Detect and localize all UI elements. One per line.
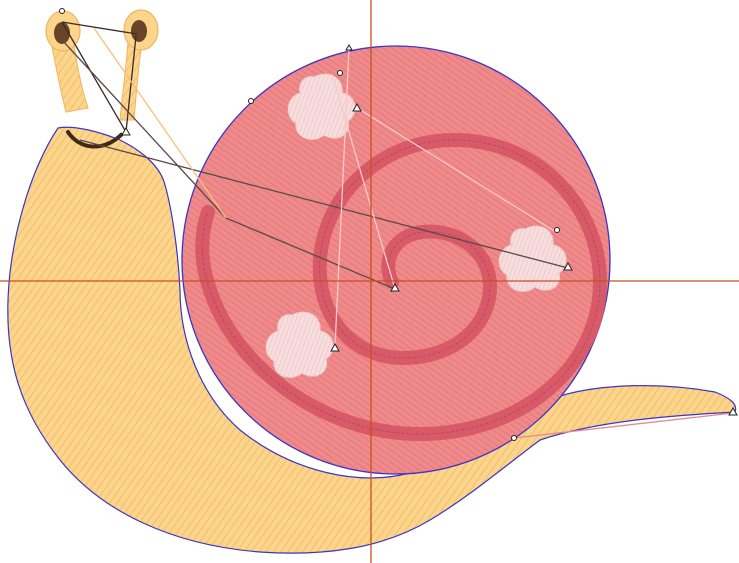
circle-node-icon[interactable]: [59, 8, 65, 14]
snail-smile[interactable]: [66, 130, 124, 149]
triangle-node-icon[interactable]: [330, 342, 340, 352]
snail-body-shape[interactable]: [7, 126, 737, 554]
triangle-node-icon[interactable]: [352, 102, 362, 112]
triangle-node-icon[interactable]: [728, 406, 738, 416]
shell-spot-top[interactable]: [287, 73, 356, 140]
left-eye-pupil: [54, 22, 70, 44]
circle-node-icon[interactable]: [248, 98, 254, 104]
circle-node-icon[interactable]: [554, 227, 560, 233]
right-eye-pupil: [131, 20, 147, 42]
snail-body[interactable]: [7, 126, 737, 554]
path-nodes[interactable]: [59, 8, 738, 441]
left-antenna[interactable]: [45, 10, 89, 113]
circle-node-icon[interactable]: [337, 70, 343, 76]
circle-node-icon[interactable]: [511, 435, 517, 441]
triangle-node-icon[interactable]: [390, 282, 400, 292]
triangle-node-icon[interactable]: [121, 126, 131, 136]
shell-spot-bottom[interactable]: [265, 311, 334, 378]
stitch-travel-lines: [61, 21, 734, 439]
triangle-node-icon[interactable]: [563, 261, 573, 271]
triangle-node-icon[interactable]: [345, 44, 353, 51]
right-antenna[interactable]: [119, 9, 159, 121]
